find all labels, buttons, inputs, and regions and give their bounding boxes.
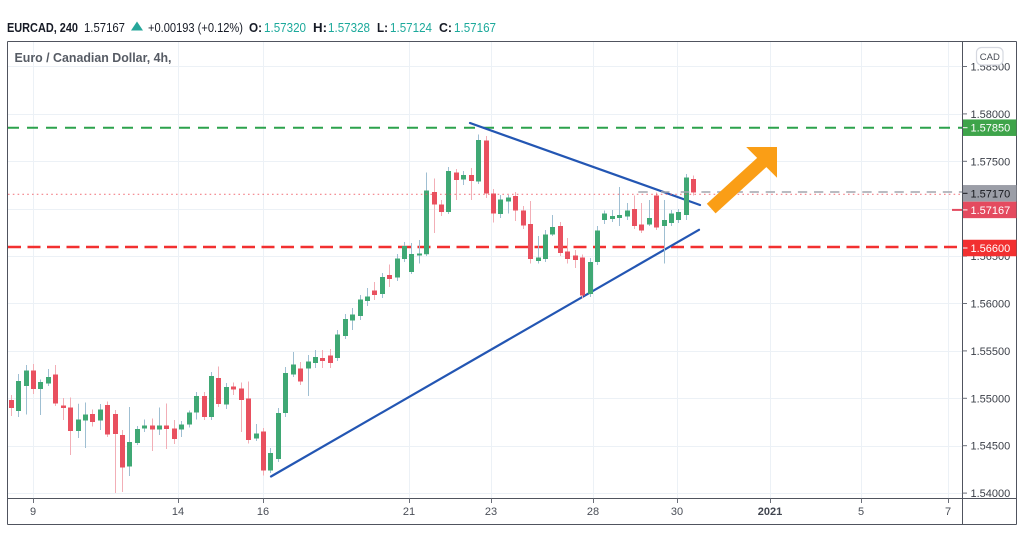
svg-text:7: 7 bbox=[945, 506, 951, 518]
svg-text:21: 21 bbox=[403, 506, 415, 518]
svg-text:C:: C: bbox=[439, 20, 452, 35]
svg-text:1.55500: 1.55500 bbox=[971, 346, 1011, 358]
svg-text:1.57170: 1.57170 bbox=[971, 188, 1011, 200]
svg-text:1.57124: 1.57124 bbox=[390, 20, 432, 35]
svg-text:1.57167: 1.57167 bbox=[454, 20, 496, 35]
svg-text:1.57167: 1.57167 bbox=[84, 20, 125, 35]
svg-text:Euro / Canadian Dollar, 4h,: Euro / Canadian Dollar, 4h, bbox=[15, 51, 172, 65]
svg-text:1.54000: 1.54000 bbox=[971, 488, 1011, 500]
svg-text:L:: L: bbox=[377, 20, 388, 35]
svg-text:30: 30 bbox=[671, 506, 683, 518]
svg-text:1.56000: 1.56000 bbox=[971, 299, 1011, 311]
svg-text:23: 23 bbox=[485, 506, 497, 518]
svg-text:1.57328: 1.57328 bbox=[328, 20, 370, 35]
svg-text:2021: 2021 bbox=[758, 506, 782, 518]
svg-text:9: 9 bbox=[30, 506, 36, 518]
svg-text:1.56600: 1.56600 bbox=[971, 243, 1011, 255]
svg-text:EURCAD, 240: EURCAD, 240 bbox=[7, 20, 78, 35]
svg-text:1.54500: 1.54500 bbox=[971, 441, 1011, 453]
svg-text:1.57167: 1.57167 bbox=[971, 205, 1011, 217]
svg-text:+0.00193 (+0.12%): +0.00193 (+0.12%) bbox=[148, 20, 243, 35]
svg-text:CAD: CAD bbox=[980, 52, 1000, 63]
svg-text:5: 5 bbox=[858, 506, 864, 518]
svg-text:14: 14 bbox=[172, 506, 184, 518]
svg-text:H:: H: bbox=[313, 20, 327, 35]
svg-text:1.57320: 1.57320 bbox=[264, 20, 306, 35]
svg-text:28: 28 bbox=[587, 506, 599, 518]
svg-text:1.55000: 1.55000 bbox=[971, 393, 1011, 405]
svg-text:1.58000: 1.58000 bbox=[971, 109, 1011, 121]
svg-text:1.57500: 1.57500 bbox=[971, 156, 1011, 168]
svg-text:16: 16 bbox=[257, 506, 269, 518]
svg-text:O:: O: bbox=[249, 20, 262, 35]
svg-text:1.57850: 1.57850 bbox=[971, 123, 1011, 135]
